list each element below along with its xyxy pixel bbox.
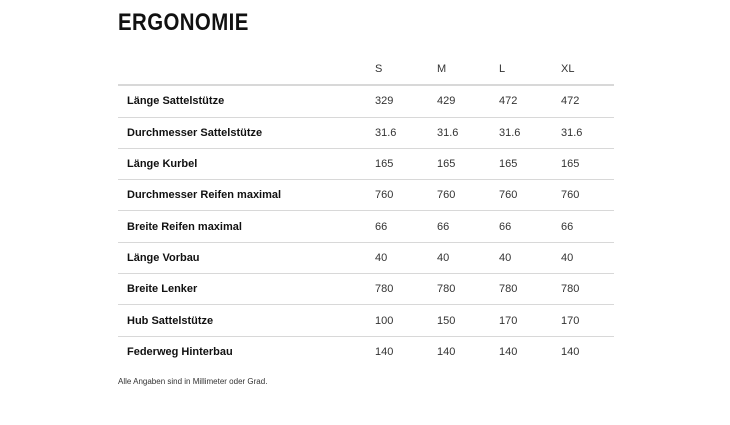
cell-value: 329: [375, 85, 437, 118]
row-label: Länge Kurbel: [118, 148, 375, 181]
cell-value: 66: [499, 210, 561, 243]
cell-value: 31.6: [375, 117, 437, 149]
cell-value: 760: [561, 179, 614, 212]
cell-value: 40: [561, 242, 614, 275]
cell-value: 31.6: [499, 117, 561, 149]
cell-value: 170: [561, 304, 614, 337]
row-label: Durchmesser Sattelstütze: [118, 117, 375, 149]
table-row: Durchmesser Reifen maximal 760 760 760 760: [118, 179, 614, 212]
cell-value: 150: [437, 304, 499, 337]
cell-value: 31.6: [437, 117, 499, 149]
cell-value: 472: [561, 85, 614, 118]
row-label: Breite Reifen maximal: [118, 210, 375, 243]
header-size-l: L: [499, 54, 561, 87]
header-size-xl: XL: [561, 54, 614, 87]
row-label: Durchmesser Reifen maximal: [118, 179, 375, 212]
table-row: Länge Kurbel 165 165 165 165: [118, 148, 614, 181]
cell-value: 140: [437, 345, 456, 358]
cell-value: 140: [499, 345, 518, 358]
row-label: Hub Sattelstütze: [118, 304, 375, 337]
header-size-s: S: [375, 54, 437, 87]
cell-value: 472: [499, 85, 561, 118]
cell-value: 100: [375, 304, 437, 337]
cell-value: 40: [499, 242, 561, 275]
table-row: Breite Reifen maximal 66 66 66 66: [118, 210, 614, 243]
table-header-row: S M L XL: [118, 54, 614, 87]
cell-value: 780: [437, 273, 499, 306]
footnote: Alle Angaben sind in Millimeter oder Gra…: [118, 377, 268, 386]
cell-value: 66: [375, 210, 437, 243]
cell-value: 780: [561, 273, 614, 306]
cell-value: 760: [499, 179, 561, 212]
cell-value: 40: [437, 242, 499, 275]
cell-value: 66: [561, 210, 614, 243]
header-label-column: [118, 54, 375, 87]
cell-value: 429: [437, 85, 499, 118]
cell-value: 165: [375, 148, 437, 181]
table-row: Länge Sattelstütze 329 429 472 472: [118, 85, 614, 118]
cell-value: 31.6: [561, 117, 614, 149]
table-row: Länge Vorbau 40 40 40 40: [118, 242, 614, 275]
cell-value: 140: [561, 345, 580, 358]
cell-value: 780: [499, 273, 561, 306]
cell-value: 780: [375, 273, 437, 306]
cell-value: 165: [437, 148, 499, 181]
cell-value: 170: [499, 304, 561, 337]
row-label: Federweg Hinterbau: [127, 345, 233, 358]
header-size-m: M: [437, 54, 499, 87]
table-row: Federweg Hinterbau 140 140 140 140: [118, 336, 614, 367]
ergonomics-table: S M L XL Länge Sattelstütze 329 429 472 472 D…: [118, 54, 614, 367]
row-label: Breite Lenker: [118, 273, 375, 306]
cell-value: 66: [437, 210, 499, 243]
cell-value: 165: [561, 148, 614, 181]
row-label: Länge Vorbau: [118, 242, 375, 275]
page-title: ERGONOMIE: [118, 9, 249, 36]
cell-value: 140: [375, 345, 394, 358]
row-label: Länge Sattelstütze: [118, 85, 375, 118]
table-row: Durchmesser Sattelstütze 31.6 31.6 31.6 31.6: [118, 117, 614, 149]
cell-value: 40: [375, 242, 437, 275]
table-row: Hub Sattelstütze 100 150 170 170: [118, 304, 614, 337]
cell-value: 760: [375, 179, 437, 212]
table-row: Breite Lenker 780 780 780 780: [118, 273, 614, 306]
cell-value: 760: [437, 179, 499, 212]
cell-value: 165: [499, 148, 561, 181]
